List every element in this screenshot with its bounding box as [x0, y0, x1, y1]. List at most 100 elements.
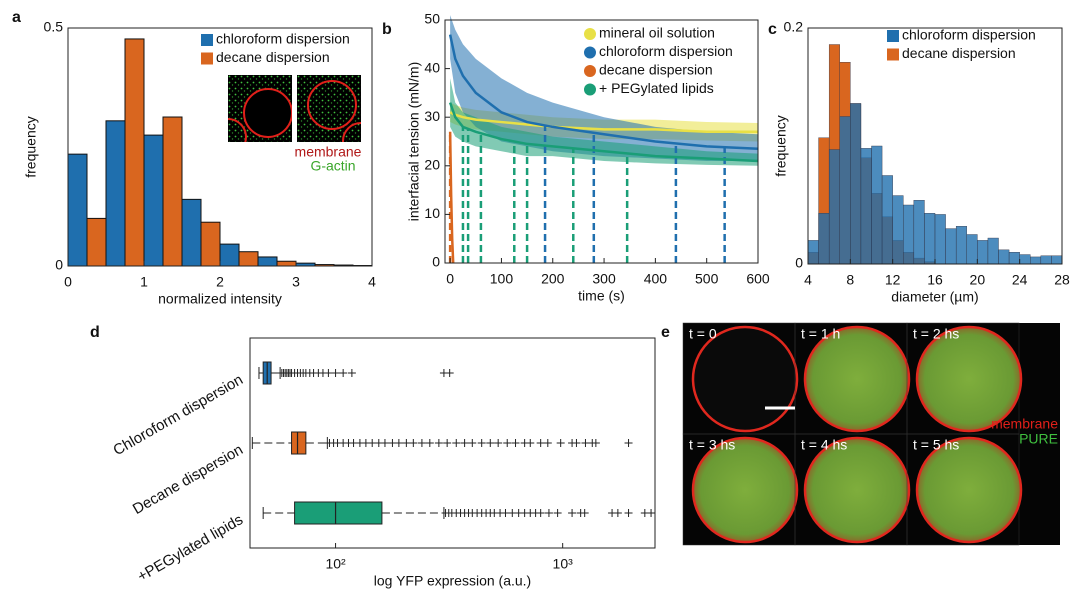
- y-tick-label: 50: [424, 11, 440, 27]
- axes-frame: [67, 27, 373, 267]
- x-tick-label: 0: [64, 274, 72, 290]
- axes-frame: [444, 19, 759, 264]
- frame-label: t = 3 hs: [689, 437, 735, 453]
- box: [294, 501, 383, 525]
- x-axis-label: diameter (µm): [891, 289, 978, 305]
- x-axis-label: log YFP expression (a.u.): [374, 573, 531, 589]
- legend-swatch: [887, 48, 899, 61]
- bar: [162, 116, 183, 267]
- vesicle: [691, 436, 799, 544]
- outlier: [468, 439, 477, 447]
- inset-image: [297, 75, 361, 142]
- box: [291, 431, 307, 455]
- outlier: [347, 369, 356, 377]
- legend-swatch: [201, 34, 213, 46]
- outlier: [613, 509, 622, 517]
- legend-swatch: [584, 28, 596, 40]
- axes-frame: [807, 27, 1063, 265]
- category-label: +PEGylated lipids: [135, 511, 246, 585]
- x-tick-label: 100: [490, 271, 514, 287]
- bar: [181, 198, 202, 267]
- legend-swatch: [887, 30, 899, 42]
- bar: [807, 240, 819, 265]
- y-tick-label: 40: [424, 59, 440, 75]
- x-tick-label: 0: [446, 271, 454, 287]
- outlier: [331, 369, 340, 377]
- x-tick-label: 10³: [553, 556, 574, 572]
- legend-label: decane dispersion: [216, 49, 330, 65]
- legend-label: mineral oil solution: [599, 25, 715, 41]
- bar: [124, 38, 145, 267]
- outlier: [647, 509, 656, 517]
- outlier: [452, 439, 461, 447]
- frame-label: t = 5 hs: [913, 437, 959, 453]
- y-axis-label: frequency: [23, 116, 39, 177]
- outlier: [501, 509, 510, 517]
- bar: [1051, 255, 1063, 265]
- vesicle: [803, 325, 911, 433]
- bar: [1008, 251, 1020, 265]
- legend-label: chloroform dispersion: [599, 43, 733, 59]
- bar: [276, 260, 297, 267]
- plot-area: [251, 361, 656, 525]
- bar: [200, 221, 221, 267]
- x-tick-label: 1: [140, 274, 148, 290]
- line: [448, 34, 759, 151]
- y-tick-label: 20: [424, 157, 440, 173]
- outlier: [543, 439, 552, 447]
- bar: [881, 175, 893, 265]
- vesicle: [342, 122, 361, 142]
- panel: a 0 1 2 3 4 0 0.5 normalized intensity frequency c…: [12, 9, 376, 307]
- outlier: [324, 369, 333, 377]
- bar: [945, 228, 957, 265]
- bar: [1030, 256, 1042, 265]
- x-tick-label: 8: [846, 272, 854, 288]
- plot-area: [448, 15, 759, 264]
- category-label: Chloroform dispersion: [110, 371, 246, 459]
- outlier: [477, 439, 486, 447]
- x-axis-label: normalized intensity: [158, 291, 282, 307]
- panel-letter: e: [661, 324, 670, 341]
- panel: b 0 100 200 300 400 500 600 0 10 20 30 40 50 time (s) i…: [382, 11, 770, 304]
- bar: [987, 237, 999, 265]
- bar: [143, 134, 164, 267]
- outlier: [544, 509, 553, 517]
- outlier: [460, 439, 469, 447]
- outlier: [591, 439, 600, 447]
- x-tick-label: 2: [216, 274, 224, 290]
- y-tick-label: 0: [795, 255, 803, 271]
- line: [449, 111, 758, 134]
- x-tick-label: 16: [927, 272, 943, 288]
- bar: [86, 217, 107, 267]
- legend-swatch: [201, 52, 213, 65]
- outlier: [568, 509, 577, 517]
- bar: [219, 243, 240, 267]
- x-tick-label: 300: [592, 271, 616, 287]
- outlier: [494, 439, 503, 447]
- vesicle: [803, 436, 911, 544]
- bar: [1040, 255, 1052, 265]
- outlier: [445, 369, 454, 377]
- frame-label: t = 2 hs: [913, 326, 959, 342]
- outlier: [409, 439, 418, 447]
- legend-swatch: [584, 46, 596, 59]
- outlier: [486, 439, 495, 447]
- vesicle: [915, 325, 1023, 433]
- x-tick-label: 3: [292, 274, 300, 290]
- x-tick-label: 4: [804, 272, 812, 288]
- x-tick-label: 20: [970, 272, 986, 288]
- outlier: [553, 509, 562, 517]
- legend-label: chloroform dispersion: [902, 27, 1036, 43]
- bar: [860, 148, 872, 265]
- bar: [871, 145, 883, 265]
- micrograph-panel: e t = 0 t = 1 h t = 2 hs t = 3 hs t = 4 hs t =…: [661, 322, 1060, 546]
- inset-image: [228, 75, 292, 142]
- frame-label: t = 1 h: [801, 326, 840, 342]
- y-tick-label: 0: [55, 257, 63, 273]
- x-tick-label: 12: [885, 272, 901, 288]
- bar: [850, 103, 862, 265]
- bar: [828, 149, 840, 265]
- legend-swatch: [584, 65, 596, 77]
- y-tick-label: 10: [424, 205, 440, 221]
- legend-swatch: [584, 83, 596, 96]
